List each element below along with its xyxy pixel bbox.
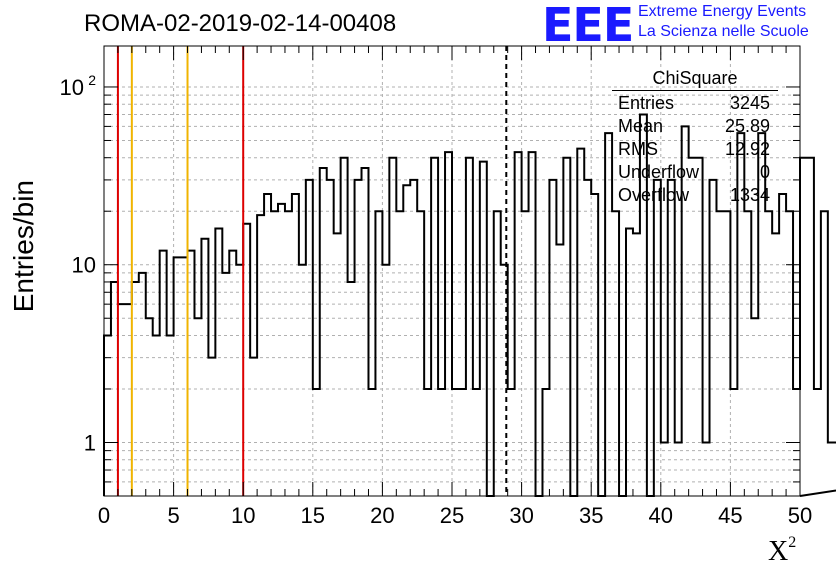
x-axis-label-exponent: 2 [788, 534, 797, 551]
stats-title: ChiSquare [612, 68, 778, 91]
stats-label: Mean [618, 116, 664, 136]
stats-value: 25.89 [724, 116, 770, 136]
stats-value: 0 [759, 162, 770, 182]
stats-value: 1334 [729, 185, 770, 205]
stats-label: RMS [618, 139, 658, 159]
logo-subtitle-2: La Scienza nelle Scuole [638, 23, 809, 40]
stats-label: Underflow [618, 162, 700, 182]
x-axis-label-base: X [768, 536, 789, 567]
y-tick-label-exponent: 2 [88, 72, 96, 88]
stats-value: 3245 [729, 93, 770, 113]
y-tick-label: 10 [60, 75, 84, 100]
y-tick-label: 10 [72, 253, 96, 278]
stats-row-overflow: Overflow 1334 [612, 184, 778, 207]
x-axis-label: X2 [768, 534, 797, 568]
x-tick-label: 50 [788, 503, 812, 528]
x-tick-label: 0 [98, 503, 110, 528]
x-tick-label: 5 [167, 503, 179, 528]
stats-row-rms: RMS 12.92 [612, 138, 778, 161]
x-tick-label: 25 [440, 503, 464, 528]
x-tick-label: 20 [370, 503, 394, 528]
x-tick-label: 10 [231, 503, 255, 528]
y-tick-label: 1 [84, 430, 96, 455]
stats-label: Entries [618, 93, 675, 113]
stats-value: 12.92 [724, 139, 770, 159]
vertical-markers [116, 46, 508, 496]
logo-subtitle-1: Extreme Energy Events [638, 3, 807, 20]
x-tick-label: 15 [301, 503, 325, 528]
eee-logo: EEE [542, 0, 634, 52]
stats-row-mean: Mean 25.89 [612, 115, 778, 138]
y-axis-label: Entries/bin [8, 180, 39, 313]
x-tick-label: 45 [718, 503, 742, 528]
x-tick-label: 35 [579, 503, 603, 528]
x-tick-label: 40 [649, 503, 673, 528]
stats-box: ChiSquare Entries 3245 Mean 25.89 RMS 12.92… [612, 68, 778, 207]
stats-row-underflow: Underflow 0 [612, 161, 778, 184]
chart-title: ROMA-02-2019-02-14-00408 [84, 10, 397, 37]
stats-label: Overflow [618, 185, 690, 205]
stats-row-entries: Entries 3245 [612, 92, 778, 115]
x-tick-label: 30 [509, 503, 533, 528]
